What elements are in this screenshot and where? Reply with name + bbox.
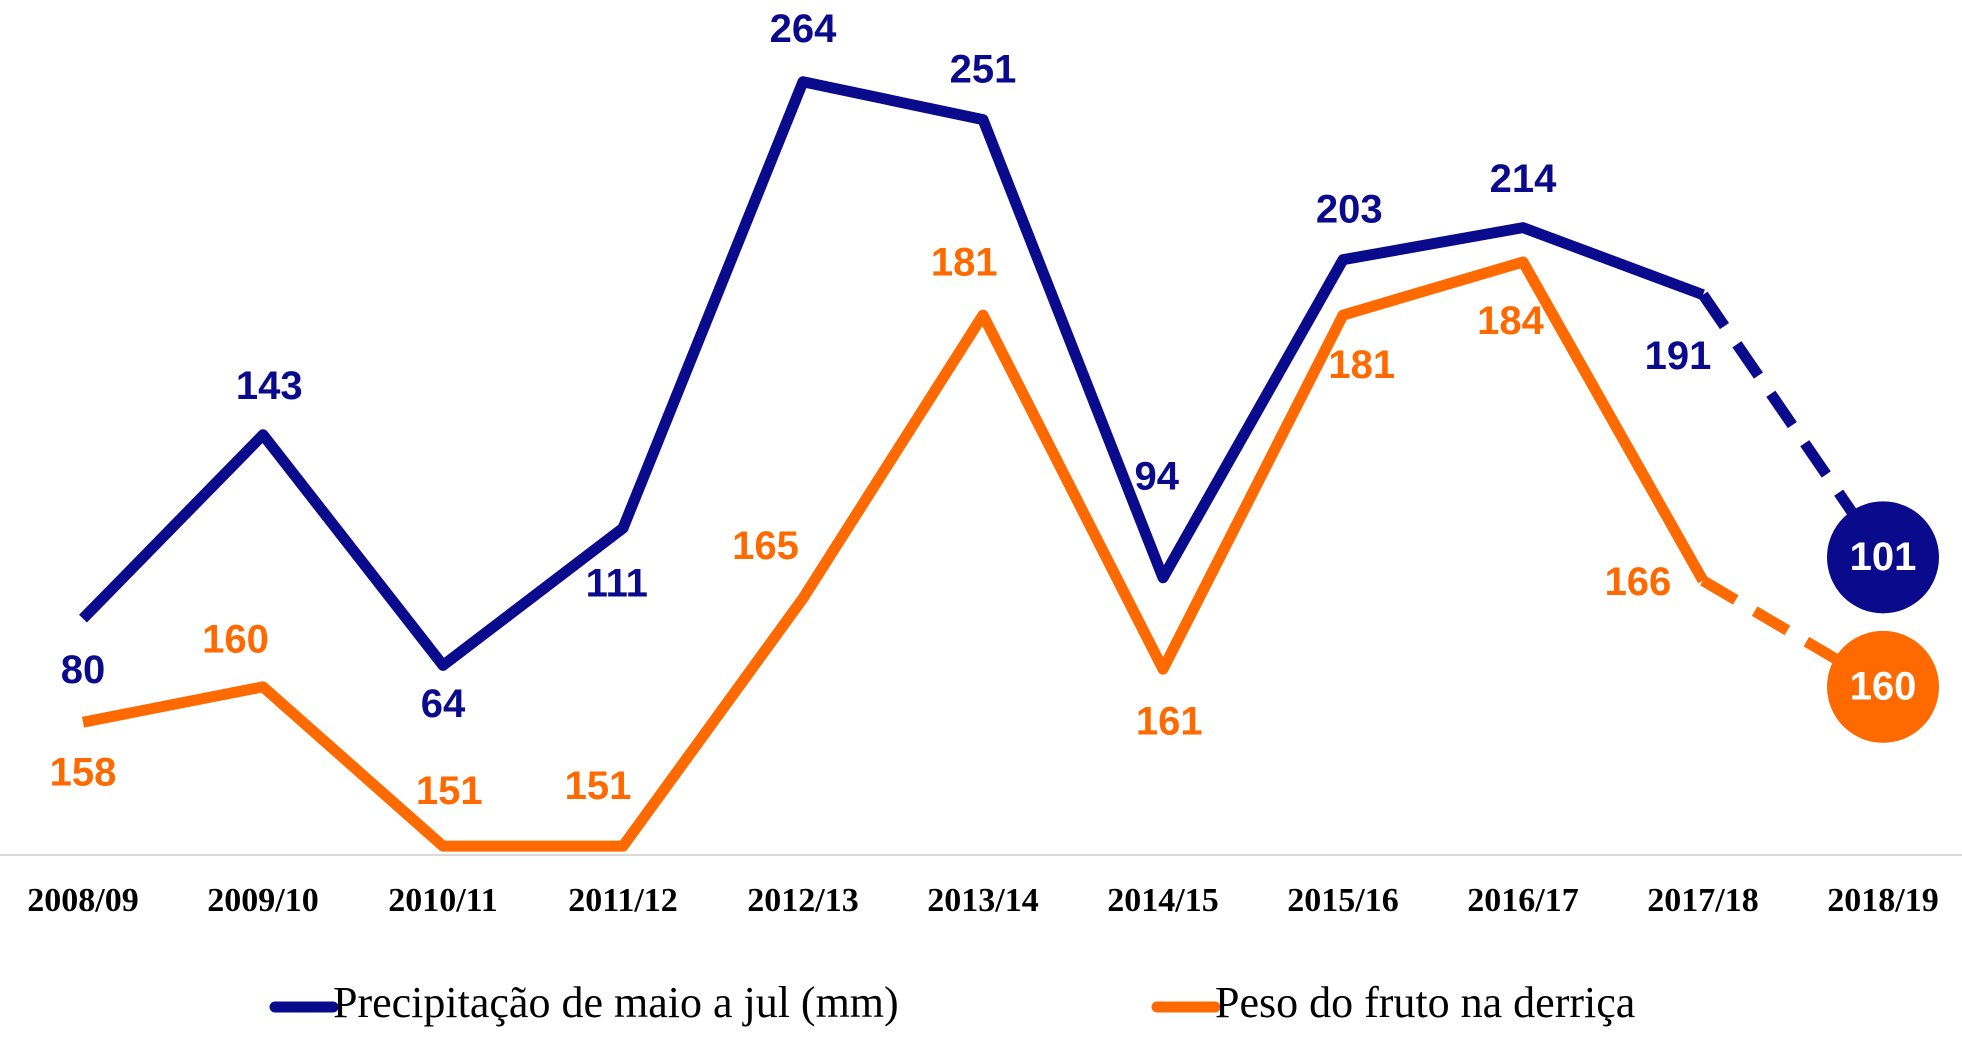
x-tick-label: 2018/19 — [1827, 882, 1938, 919]
x-tick-label: 2013/14 — [927, 882, 1038, 919]
data-label: 214 — [1490, 157, 1557, 201]
x-tick-label: 2008/09 — [27, 882, 138, 919]
legend-label: Precipitação de maio a jul (mm) — [333, 978, 899, 1027]
data-label: 151 — [416, 769, 483, 813]
x-tick-label: 2016/17 — [1467, 882, 1578, 919]
series-line — [81, 256, 1708, 852]
data-label: 165 — [732, 524, 799, 568]
series-line — [79, 76, 1705, 671]
x-tick-label: 2011/12 — [568, 882, 678, 919]
data-label: 184 — [1477, 299, 1544, 343]
data-label: 94 — [1134, 455, 1179, 499]
x-tick-label: 2014/15 — [1107, 882, 1218, 919]
x-tick-label: 2017/18 — [1647, 882, 1758, 919]
x-tick-label: 2009/10 — [207, 882, 318, 919]
x-tick-label: 2010/11 — [388, 882, 498, 919]
data-label: 264 — [770, 7, 837, 51]
data-label: 158 — [50, 750, 117, 794]
data-label: 181 — [931, 241, 998, 285]
series-line-dashed — [1700, 575, 1886, 692]
data-label: 181 — [1328, 343, 1395, 387]
data-label: 143 — [236, 364, 303, 408]
data-label: 160 — [1850, 664, 1917, 708]
data-label: 111 — [586, 561, 648, 605]
data-label: 160 — [202, 617, 269, 661]
data-label: 151 — [565, 764, 632, 808]
data-label: 64 — [421, 682, 466, 726]
data-label: 80 — [61, 648, 106, 692]
data-label: 166 — [1605, 560, 1672, 604]
legend-label: Peso do fruto na derriça — [1215, 978, 1635, 1027]
data-label: 161 — [1136, 700, 1203, 744]
data-label: 101 — [1850, 535, 1917, 579]
data-label: 203 — [1316, 188, 1383, 232]
data-label: 251 — [950, 48, 1017, 92]
data-label: 191 — [1645, 334, 1712, 378]
x-tick-label: 2012/13 — [747, 882, 858, 919]
x-tick-label: 2015/16 — [1287, 882, 1398, 919]
end-marker — [1827, 501, 1939, 614]
end-marker — [1827, 630, 1939, 743]
